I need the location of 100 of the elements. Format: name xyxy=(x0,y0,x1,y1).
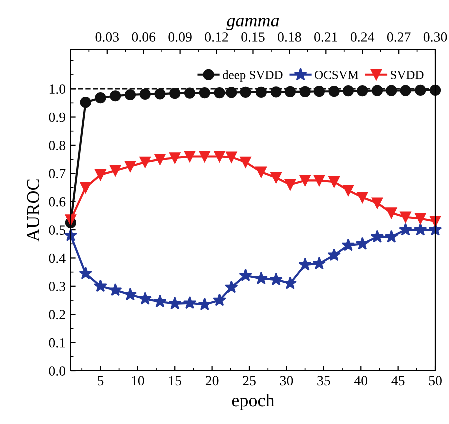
point xyxy=(400,212,412,223)
point xyxy=(95,170,106,181)
point xyxy=(239,268,252,282)
point xyxy=(256,86,267,98)
point xyxy=(328,176,340,188)
point xyxy=(342,185,354,196)
point xyxy=(225,280,238,294)
point xyxy=(400,85,412,96)
x-tick-label: 10 xyxy=(132,376,144,386)
point xyxy=(140,156,151,168)
point xyxy=(154,154,166,166)
point xyxy=(198,298,212,310)
point xyxy=(256,166,267,178)
point xyxy=(415,213,426,224)
y-tick-label: 0.9 xyxy=(49,112,66,122)
point xyxy=(399,223,412,236)
point xyxy=(110,165,122,176)
point xyxy=(124,89,136,101)
y-tick-label: 0.0 xyxy=(49,366,66,376)
point xyxy=(314,86,326,98)
point xyxy=(254,272,268,285)
point xyxy=(270,86,282,98)
y-tick-label: 0.8 xyxy=(49,141,66,150)
point xyxy=(170,152,181,164)
x-tick-label: 50 xyxy=(429,376,442,386)
point xyxy=(357,85,368,97)
point xyxy=(430,84,442,96)
point xyxy=(214,151,226,162)
y-tick-label: 0.2 xyxy=(49,310,66,320)
point xyxy=(170,88,181,100)
point xyxy=(184,88,196,99)
point xyxy=(270,272,283,286)
point xyxy=(214,87,226,99)
x2-tick-label: 0.24 xyxy=(350,32,375,42)
point xyxy=(284,276,298,290)
x-tick-label: 15 xyxy=(169,376,182,386)
y-tick-label: 0.7 xyxy=(49,169,66,179)
x2-tick-label: 0.27 xyxy=(387,32,411,42)
x2-tick-label: 0.03 xyxy=(96,32,120,42)
x-tick-label: 5 xyxy=(98,376,104,386)
point xyxy=(199,87,210,99)
x2-tick-label: 0.21 xyxy=(314,32,338,42)
point xyxy=(138,292,152,305)
point xyxy=(357,192,368,204)
point xyxy=(80,97,92,108)
point xyxy=(226,87,238,98)
point xyxy=(342,238,356,252)
y-tick-label: 0.1 xyxy=(49,338,66,348)
point xyxy=(284,86,296,98)
point xyxy=(415,84,426,96)
point xyxy=(184,151,196,162)
point xyxy=(199,151,210,162)
y-tick-label: 0.3 xyxy=(49,282,66,292)
point xyxy=(240,86,252,98)
point xyxy=(154,88,166,100)
x-tick-label: 40 xyxy=(354,376,368,386)
point xyxy=(300,175,311,186)
point xyxy=(312,256,326,270)
point xyxy=(79,266,92,280)
x2-tick-label: 0.12 xyxy=(205,32,228,42)
y-tick-label: 0.5 xyxy=(49,226,66,236)
point xyxy=(372,85,384,96)
legend-label: OCSVM xyxy=(315,70,359,80)
x-tick-label: 20 xyxy=(206,376,219,386)
legend-label: deep SVDD xyxy=(222,70,283,82)
point xyxy=(140,88,151,100)
legend-label: SVDD xyxy=(391,70,424,80)
point xyxy=(124,161,136,172)
point xyxy=(154,294,167,308)
x-axis-title: epoch xyxy=(232,394,275,410)
point xyxy=(328,86,340,98)
point xyxy=(80,182,92,194)
point xyxy=(65,214,76,226)
point xyxy=(168,296,182,310)
x-tick-label: 25 xyxy=(243,376,256,386)
point xyxy=(414,223,428,236)
point xyxy=(284,179,296,190)
point xyxy=(370,230,384,243)
point xyxy=(270,172,282,184)
point xyxy=(328,248,341,262)
x2-tick-label: 0.06 xyxy=(132,32,156,42)
point xyxy=(342,85,354,97)
x2-axis-title: gamma xyxy=(226,18,280,30)
x2-tick-label: 0.09 xyxy=(168,32,192,42)
point xyxy=(226,152,238,163)
point xyxy=(386,85,398,96)
point xyxy=(356,237,370,250)
x-tick-label: 45 xyxy=(392,376,405,386)
y-tick-label: 0.4 xyxy=(49,254,66,264)
point xyxy=(124,288,138,301)
x-tick-label: 30 xyxy=(280,376,294,386)
point xyxy=(384,230,398,243)
point xyxy=(94,279,108,292)
y-tick-label: 0.6 xyxy=(49,197,66,207)
y-tick-label: 1.0 xyxy=(50,84,66,94)
point xyxy=(314,175,326,186)
x-tick-label: 35 xyxy=(318,376,330,386)
point xyxy=(300,86,311,98)
point xyxy=(298,258,312,271)
x2-tick-label: 0.18 xyxy=(278,32,302,42)
